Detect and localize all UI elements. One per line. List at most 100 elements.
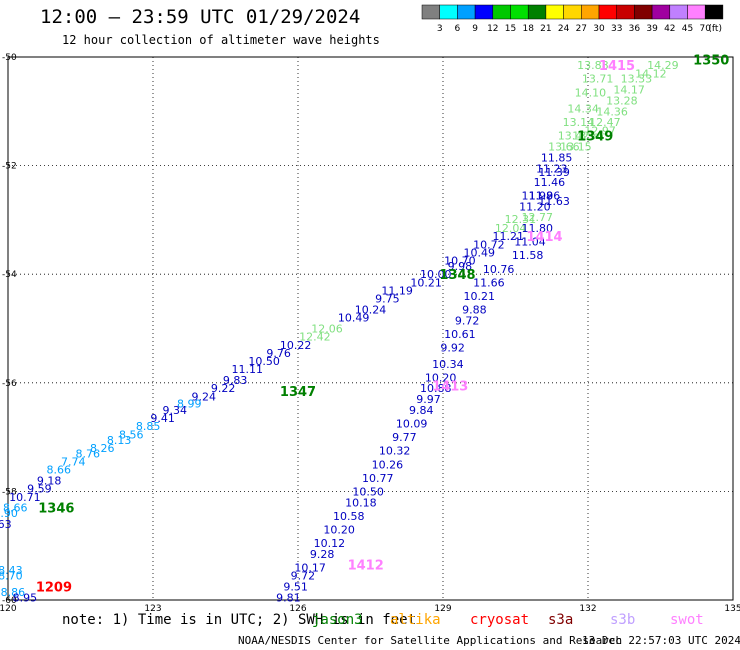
legend-label: 27 bbox=[576, 24, 587, 34]
lat-tick-label: -54 bbox=[2, 270, 17, 280]
wave-height-label: 11.66 bbox=[473, 276, 505, 289]
lat-tick-label: -60 bbox=[2, 596, 17, 606]
legend-label: 18 bbox=[522, 24, 534, 34]
wave-height-label: 10.21 bbox=[410, 276, 442, 289]
wave-height-label: 10.63 bbox=[0, 518, 12, 531]
wave-height-label: 10.32 bbox=[379, 445, 411, 458]
pass-number-label: 1414 bbox=[526, 230, 562, 245]
wave-height-label: 9.75 bbox=[375, 293, 400, 306]
wave-height-label: 11.98 bbox=[522, 189, 554, 202]
lat-tick-label: -52 bbox=[2, 162, 17, 172]
pass-number-label: 1349 bbox=[577, 130, 613, 145]
wave-height-label: 10.20 bbox=[323, 523, 355, 536]
color-legend: 3 6 9 12 15 18 21 24 27 30 33 36 39 42 45 70(ft) bbox=[421, 4, 724, 34]
wave-height-label: 9.98 bbox=[448, 260, 473, 273]
wave-height-label: 8.13 bbox=[107, 434, 132, 447]
wave-height-label: 11.11 bbox=[232, 363, 264, 376]
legend-label: 9 bbox=[472, 24, 478, 34]
legend-label: 42 bbox=[664, 24, 675, 34]
page-title: 12:00 — 23:59 UTC 01/29/2024 bbox=[40, 6, 361, 28]
wave-height-label: 10.24 bbox=[355, 303, 387, 316]
legend-label: 6 bbox=[455, 24, 461, 34]
wave-height-label: 11.63 bbox=[538, 195, 570, 208]
wave-height-label: 9.28 bbox=[310, 548, 335, 561]
lon-tick-label: 120 bbox=[0, 604, 17, 612]
page-subtitle: 12 hour collection of altimeter wave hei… bbox=[62, 33, 380, 47]
pass-number-label: 1348 bbox=[439, 268, 475, 283]
note-text: note: 1) Time is in UTC; 2) SWH is in fe… bbox=[62, 612, 417, 628]
pass-number-label: 1347 bbox=[280, 385, 316, 400]
lat-tick-label: -56 bbox=[2, 379, 17, 389]
wave-height-map: 120 123 126 129 132 135 -50 -52 -54 -56 -58 -60 13.8… bbox=[0, 53, 740, 612]
wave-height-label: 10.17 bbox=[294, 561, 326, 574]
lat-tick-label: -58 bbox=[2, 487, 17, 497]
wave-height-label: 12.47 bbox=[589, 116, 621, 129]
wave-height-label: 13.42 bbox=[558, 130, 590, 143]
pass-number-label: 1350 bbox=[693, 54, 729, 69]
wave-height-label: 8.76 bbox=[76, 447, 101, 460]
wave-height-label: 14.34 bbox=[567, 103, 599, 116]
wave-height-label: 14.36 bbox=[596, 105, 628, 118]
wave-height-label: 10.76 bbox=[483, 263, 515, 276]
lon-tick-label: 126 bbox=[289, 604, 306, 612]
wave-height-label: 13.56 bbox=[572, 130, 604, 143]
wave-height-label: 10.88 bbox=[420, 382, 452, 395]
satellite-legend-cryosat: cryosat bbox=[470, 612, 530, 628]
wave-height-label: 12.77 bbox=[522, 211, 554, 224]
wave-height-label: 9.22 bbox=[211, 382, 236, 395]
wave-height-label: 8.85 bbox=[136, 420, 161, 433]
lon-tick-label: 135 bbox=[724, 604, 740, 612]
wave-height-label: 8.26 bbox=[90, 442, 115, 455]
wave-height-label: 10.77 bbox=[362, 472, 394, 485]
wave-height-label: 10.71 bbox=[9, 491, 41, 504]
wave-height-label: 10.50 bbox=[248, 355, 280, 368]
wave-height-label: 10.58 bbox=[333, 510, 365, 523]
legend-label: 45 bbox=[682, 24, 693, 34]
wave-height-label: 11.21 bbox=[493, 230, 525, 243]
lat-tick-label: -50 bbox=[2, 53, 17, 63]
legend-label: 12 bbox=[487, 24, 498, 34]
legend-label: 33 bbox=[611, 24, 622, 34]
lon-tick-label: 132 bbox=[579, 604, 596, 612]
wave-height-label: 11.58 bbox=[512, 249, 544, 262]
wave-height-label: 13.14 bbox=[563, 116, 595, 129]
wave-height-label: 14.12 bbox=[635, 67, 667, 80]
map-frame bbox=[7, 56, 734, 601]
wave-height-label: 8.99 bbox=[177, 397, 202, 410]
pass-number-label: 1209 bbox=[36, 580, 72, 595]
legend-label: 36 bbox=[629, 24, 641, 34]
legend-label: 3 bbox=[437, 24, 443, 34]
wave-height-label: 14.17 bbox=[613, 84, 645, 97]
legend-label: 39 bbox=[646, 24, 658, 34]
wave-height-label: 8.43 bbox=[0, 564, 23, 577]
wave-height-label: 10.18 bbox=[345, 496, 377, 509]
wave-height-label: 9.72 bbox=[291, 570, 316, 583]
wave-height-label: 9.24 bbox=[192, 390, 217, 403]
wave-height-label: 9.41 bbox=[150, 412, 175, 425]
wave-height-label: 14.10 bbox=[575, 86, 607, 99]
legend-unit: (ft) bbox=[708, 24, 722, 34]
wave-height-label: 13.66 bbox=[548, 141, 580, 154]
legend-label: 21 bbox=[540, 24, 551, 34]
wave-height-label: 10.00 bbox=[420, 268, 452, 281]
wave-height-label: 13.28 bbox=[606, 94, 638, 107]
wave-height-label: 9.77 bbox=[392, 431, 417, 444]
wave-height-label: 13.33 bbox=[621, 73, 653, 86]
wave-height-label: 7.74 bbox=[61, 456, 86, 469]
wave-height-label: 10.72 bbox=[473, 238, 505, 251]
wave-height-label: 11.46 bbox=[534, 176, 566, 189]
wave-height-label: 10.20 bbox=[425, 371, 457, 384]
wave-height-label: 10.21 bbox=[464, 290, 496, 303]
wave-height-label: 11.39 bbox=[538, 166, 570, 179]
wave-height-label: 11.20 bbox=[519, 200, 551, 213]
wave-height-label: 10.50 bbox=[352, 485, 384, 498]
wave-height-label: 10.34 bbox=[432, 358, 464, 371]
satellite-legend-s3b: s3b bbox=[610, 612, 636, 628]
wave-height-label: 8.66 bbox=[47, 464, 72, 477]
wave-height-label: 9.81 bbox=[276, 591, 301, 604]
wave-height-label: 9.83 bbox=[223, 374, 248, 387]
wave-height-label: 11.85 bbox=[541, 151, 573, 164]
wave-height-label: 9.51 bbox=[283, 580, 308, 593]
wave-height-label: 10.70 bbox=[444, 255, 476, 268]
wave-height-label: 8.66 bbox=[3, 502, 28, 515]
